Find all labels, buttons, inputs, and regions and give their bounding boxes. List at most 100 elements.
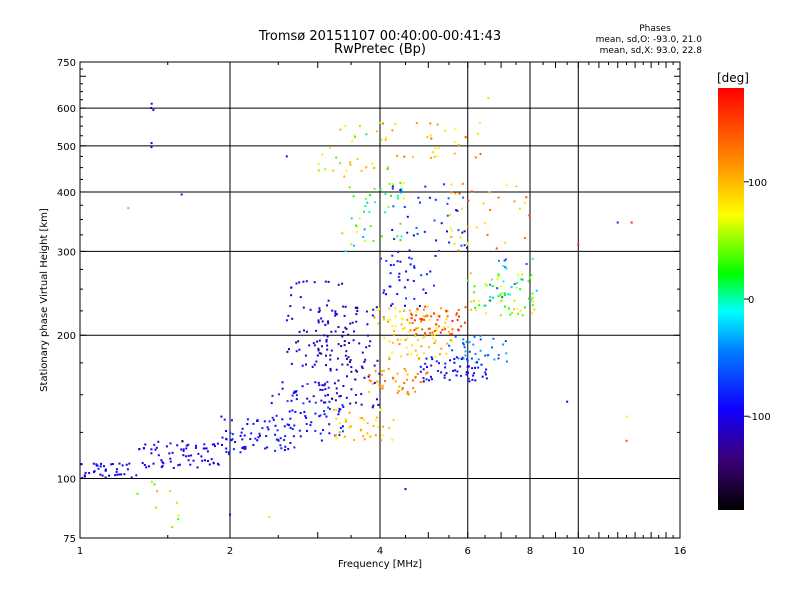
echo-point (315, 329, 318, 332)
echo-point (104, 468, 107, 471)
echo-point (436, 123, 439, 126)
echo-point (397, 390, 400, 393)
echo-point (445, 352, 448, 355)
echo-point (400, 191, 402, 194)
echo-point (326, 304, 328, 307)
echo-point (366, 323, 369, 326)
echo-point (418, 305, 421, 307)
echo-point (385, 136, 388, 139)
echo-point (295, 394, 298, 397)
echo-point (373, 364, 376, 367)
echo-point (327, 320, 329, 323)
echo-point (126, 468, 129, 471)
echo-point (443, 374, 446, 377)
x-tick-label: 16 (674, 546, 687, 557)
echo-point (377, 425, 380, 428)
phase-info-heading: Phases (639, 24, 671, 34)
echo-point (326, 380, 329, 383)
echo-point (517, 312, 520, 315)
echo-point (246, 418, 249, 421)
echo-point (433, 342, 436, 345)
echo-point (453, 152, 456, 155)
echo-point (445, 372, 448, 375)
echo-point (286, 350, 289, 353)
echo-point (488, 191, 491, 194)
echo-point (361, 367, 364, 370)
echo-point (400, 235, 403, 238)
echo-point (422, 377, 425, 380)
echo-point (491, 285, 494, 288)
echo-point (318, 415, 321, 418)
echo-point (468, 380, 471, 383)
echo-point (403, 155, 406, 158)
echo-point (327, 406, 330, 409)
echo-point (361, 417, 364, 419)
echo-point (384, 193, 387, 196)
echo-point (521, 273, 524, 276)
echo-point (420, 345, 423, 348)
echo-point (373, 316, 376, 319)
echo-point (464, 321, 466, 324)
echo-point (229, 513, 231, 516)
echo-point (504, 340, 507, 343)
echo-point (430, 137, 433, 140)
echo-point (308, 344, 311, 347)
echo-point (467, 199, 470, 202)
echo-point (398, 272, 401, 275)
echo-point (472, 374, 475, 377)
echo-point (304, 415, 307, 418)
echo-point (338, 431, 341, 434)
echo-point (391, 351, 393, 354)
echo-point (400, 338, 402, 341)
echo-point (343, 314, 346, 317)
echo-point (363, 210, 365, 213)
echo-point (360, 365, 363, 368)
echo-point (180, 193, 183, 196)
echo-point (374, 419, 377, 421)
echo-point (152, 462, 155, 465)
echo-point (299, 296, 302, 299)
echo-point (125, 463, 128, 466)
echo-point (331, 309, 334, 312)
echo-point (392, 263, 395, 266)
echo-point (318, 307, 321, 310)
echo-point (462, 342, 465, 345)
echo-point (118, 473, 121, 476)
echo-point (361, 351, 364, 354)
echo-point (336, 357, 339, 360)
echo-point (99, 473, 102, 476)
echo-point (338, 410, 340, 413)
echo-point (446, 315, 449, 318)
echo-point (424, 362, 427, 365)
echo-point (440, 371, 443, 374)
echo-point (433, 284, 435, 287)
chart-title-block: Tromsø 20151107 00:40:00-00:41:43 RwPret… (258, 29, 501, 57)
echo-point (160, 459, 163, 462)
echo-point (351, 321, 354, 324)
echo-point (415, 226, 418, 229)
echo-point (371, 406, 374, 409)
echo-point (466, 359, 469, 362)
echo-point (481, 375, 484, 378)
echo-point (457, 144, 460, 147)
echo-point (274, 424, 277, 427)
echo-point (505, 184, 508, 187)
echo-point (325, 338, 328, 341)
echo-point (185, 455, 188, 458)
echo-point (504, 266, 507, 269)
echo-point (210, 458, 213, 461)
echo-point (438, 315, 441, 318)
echo-point (424, 292, 427, 294)
echo-point (430, 156, 432, 159)
echo-point (470, 308, 473, 311)
echo-point (313, 344, 316, 347)
echo-point (459, 236, 462, 239)
echo-point (289, 305, 292, 308)
echo-point (242, 446, 245, 449)
echo-point (403, 206, 406, 208)
echo-point (152, 108, 155, 111)
echo-point (368, 379, 371, 382)
echo-point (217, 463, 220, 466)
echo-point (291, 317, 294, 320)
echo-point (399, 188, 402, 191)
